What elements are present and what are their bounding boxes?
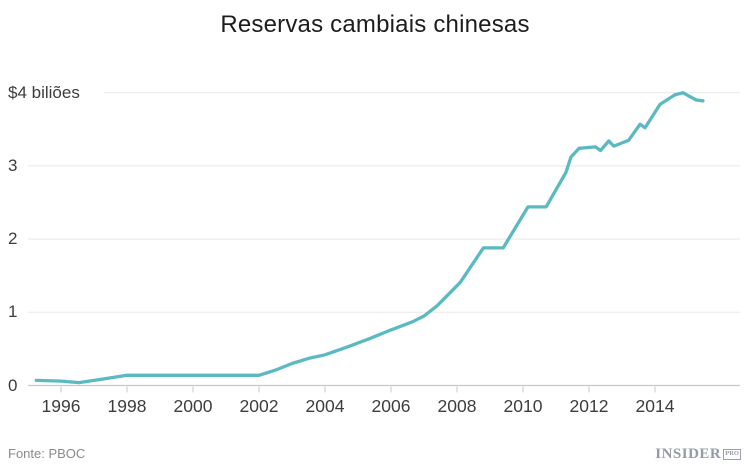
- x-axis-label: 2010: [503, 396, 543, 416]
- y-axis-label: 0: [8, 376, 18, 395]
- insider-pro-logo: INSIDER PRO: [655, 446, 741, 462]
- x-axis-label: 2000: [173, 396, 213, 416]
- y-axis-label: 2: [8, 229, 18, 248]
- x-axis-label: 2006: [371, 396, 411, 416]
- x-axis-label: 2002: [239, 396, 279, 416]
- chart-title: Reservas cambiais chinesas: [220, 11, 530, 38]
- x-axis-label: 2012: [569, 396, 609, 416]
- x-axis-label: 2008: [437, 396, 477, 416]
- x-axis-label: 1998: [107, 396, 147, 416]
- x-axis-label: 1996: [41, 396, 81, 416]
- logo-brand-text: INSIDER: [655, 446, 722, 462]
- y-axis-label: $4 biliões: [8, 83, 80, 102]
- y-axis-label: 1: [8, 302, 18, 321]
- logo-pro-badge: PRO: [723, 449, 741, 460]
- x-axis-label: 2004: [305, 396, 345, 416]
- source-label: Fonte: PBOC: [8, 446, 86, 461]
- x-axis-label: 2014: [635, 396, 675, 416]
- data-line-series: [34, 91, 705, 385]
- y-axis-label: 3: [8, 156, 18, 175]
